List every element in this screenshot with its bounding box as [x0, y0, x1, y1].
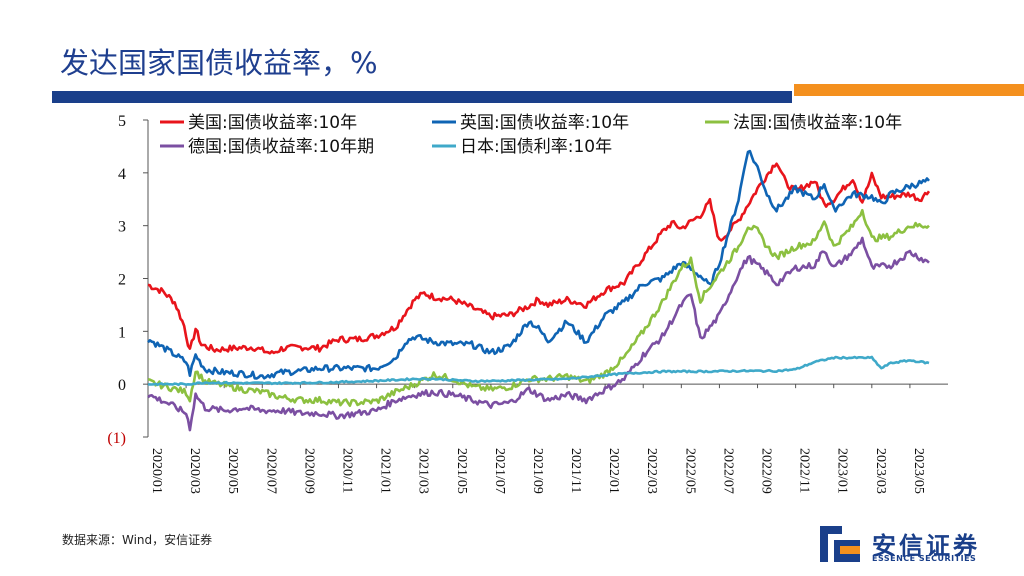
y-tick-label: 1: [118, 324, 126, 341]
y-tick-label: 2: [118, 272, 126, 289]
data-source-note: 数据来源：Wind，安信证券: [62, 533, 213, 547]
x-tick-label: 2021/07: [492, 448, 507, 494]
x-tick-label: 2022/07: [720, 448, 735, 494]
logo-mark-icon: [820, 526, 860, 562]
x-tick-label: 2022/03: [644, 448, 659, 494]
y-tick-label: 3: [118, 219, 126, 236]
header-orange-bar: [794, 84, 1024, 96]
logo-name-en: ESSENCE SECURITIES: [872, 554, 977, 563]
x-tick-label: 2022/11: [797, 448, 812, 493]
page-title: 发达国家国债收益率，%: [60, 46, 378, 80]
x-tick-label: 2022/09: [759, 448, 774, 494]
legend-label-4: 德国:国债收益率:10年期: [188, 137, 374, 157]
x-tick-label: 2022/01: [606, 448, 621, 494]
series-line-2: [147, 149, 930, 380]
x-tick-label: 2020/09: [301, 448, 316, 494]
x-tick-label: 2021/05: [454, 448, 469, 494]
header-blue-bar: [52, 91, 792, 103]
legend-label-3: 法国:国债收益率:10年: [733, 113, 902, 133]
x-tick-label: 2021/09: [530, 448, 545, 494]
x-tick-label: 2021/03: [416, 448, 431, 494]
x-tick-label: 2020/01: [149, 448, 164, 494]
x-tick-label: 2020/05: [225, 448, 240, 494]
legend-label-2: 英国:国债收益率:10年: [460, 113, 629, 133]
x-tick-label: 2023/05: [911, 448, 926, 494]
x-tick-label: 2021/01: [378, 448, 393, 494]
x-tick-label: 2020/11: [339, 448, 354, 493]
legend-label-1: 美国:国债收益率:10年: [188, 113, 357, 133]
y-tick-label: 5: [118, 113, 126, 130]
series-line-4: [147, 236, 930, 432]
series-line-5: [147, 355, 930, 387]
series-line-3: [147, 208, 930, 407]
y-tick-label: (1): [107, 430, 126, 447]
x-tick-label: 2021/11: [568, 448, 583, 493]
x-tick-label: 2023/01: [835, 448, 850, 494]
x-tick-label: 2022/05: [682, 448, 697, 494]
company-logo: 安信证券 ESSENCE SECURITIES: [820, 522, 1005, 570]
y-tick-label: 4: [118, 166, 126, 183]
x-tick-label: 2023/03: [873, 448, 888, 494]
logo-name-cn: 安信证券: [872, 532, 980, 560]
legend-label-5: 日本:国债利率:10年: [460, 137, 612, 157]
x-tick-label: 2020/07: [263, 448, 278, 494]
y-tick-label: 0: [118, 377, 126, 394]
x-tick-label: 2020/03: [187, 448, 202, 494]
